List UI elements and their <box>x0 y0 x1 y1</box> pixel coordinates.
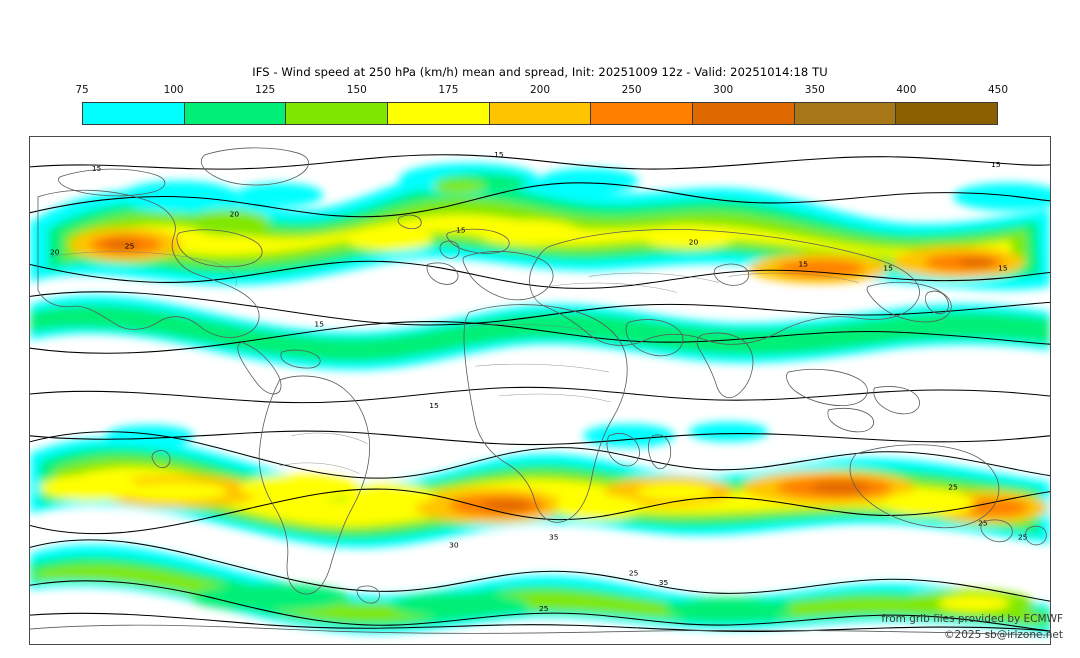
colorbar-tick-150: 150 <box>346 84 367 96</box>
colorbar-band-300-350 <box>693 103 795 124</box>
map-svg: 15 15 15 25 20 15 15 15 15 20 20 15 30 3… <box>30 137 1050 644</box>
colorbar-tick-450: 450 <box>987 84 1009 96</box>
contour-label: 20 <box>689 238 699 247</box>
colorbar-tick-350: 350 <box>804 84 825 96</box>
colorbar-band-175-250 <box>489 103 592 124</box>
colorbar: 75 100 125 150 175 200 250 300 350 400 450 <box>75 84 1008 125</box>
colorbar-band-100-125 <box>184 103 287 124</box>
contour-label: 30 <box>449 540 459 549</box>
contour-label: 25 <box>125 242 135 251</box>
contour-label: 25 <box>629 568 639 577</box>
source-note: from grib files provided by ECMWF <box>881 613 1063 625</box>
contour-label: 15 <box>998 263 1008 272</box>
colorbar-tick-300: 300 <box>713 84 734 96</box>
colorbar-tick-400: 400 <box>896 84 917 96</box>
contour-label: 35 <box>549 532 559 541</box>
spread-contour-lines <box>30 154 1050 632</box>
contour-label: 20 <box>230 210 240 219</box>
contour-label: 35 <box>659 578 669 587</box>
contour-label: 20 <box>50 248 60 257</box>
colorbar-band-250-300 <box>591 103 694 124</box>
colorbar-band-75-100 <box>83 103 185 124</box>
page-title: IFS - Wind speed at 250 hPa (km/h) mean … <box>252 65 828 79</box>
colorbar-band-400-450 <box>896 103 998 124</box>
copyright-note: ©2025 sb@irlzone.net <box>944 629 1063 641</box>
contour-label: 15 <box>494 150 504 159</box>
country-borders <box>49 251 859 474</box>
contour-label: 25 <box>1018 532 1028 541</box>
colorbar-band-350-400 <box>794 103 897 124</box>
colorbar-tick-250: 250 <box>621 84 642 96</box>
contour-label: 15 <box>314 319 324 328</box>
contour-label: 25 <box>539 604 549 613</box>
colorbar-tick-labels: 75 100 125 150 175 200 250 300 350 400 450 <box>75 84 1008 100</box>
colorbar-tick-75: 75 <box>75 84 89 96</box>
contour-label: 15 <box>429 401 439 410</box>
map-canvas[interactable]: 15 15 15 25 20 15 15 15 15 20 20 15 30 3… <box>29 136 1051 645</box>
colorbar-band-125-150 <box>286 103 389 124</box>
colorbar-bands <box>82 102 998 125</box>
contour-label: 15 <box>883 263 893 272</box>
colorbar-tick-125: 125 <box>255 84 276 96</box>
coastlines <box>30 147 1050 636</box>
contour-label: 25 <box>948 483 958 492</box>
colorbar-tick-200: 200 <box>529 84 551 96</box>
contour-label: 15 <box>92 164 102 173</box>
colorbar-tick-100: 100 <box>163 84 184 96</box>
contour-label: 15 <box>798 259 808 268</box>
colorbar-band-150-175 <box>388 103 490 124</box>
contour-label: 15 <box>991 160 1001 169</box>
colorbar-tick-175: 175 <box>438 84 459 96</box>
windspeed-filled-contours <box>30 162 1050 636</box>
